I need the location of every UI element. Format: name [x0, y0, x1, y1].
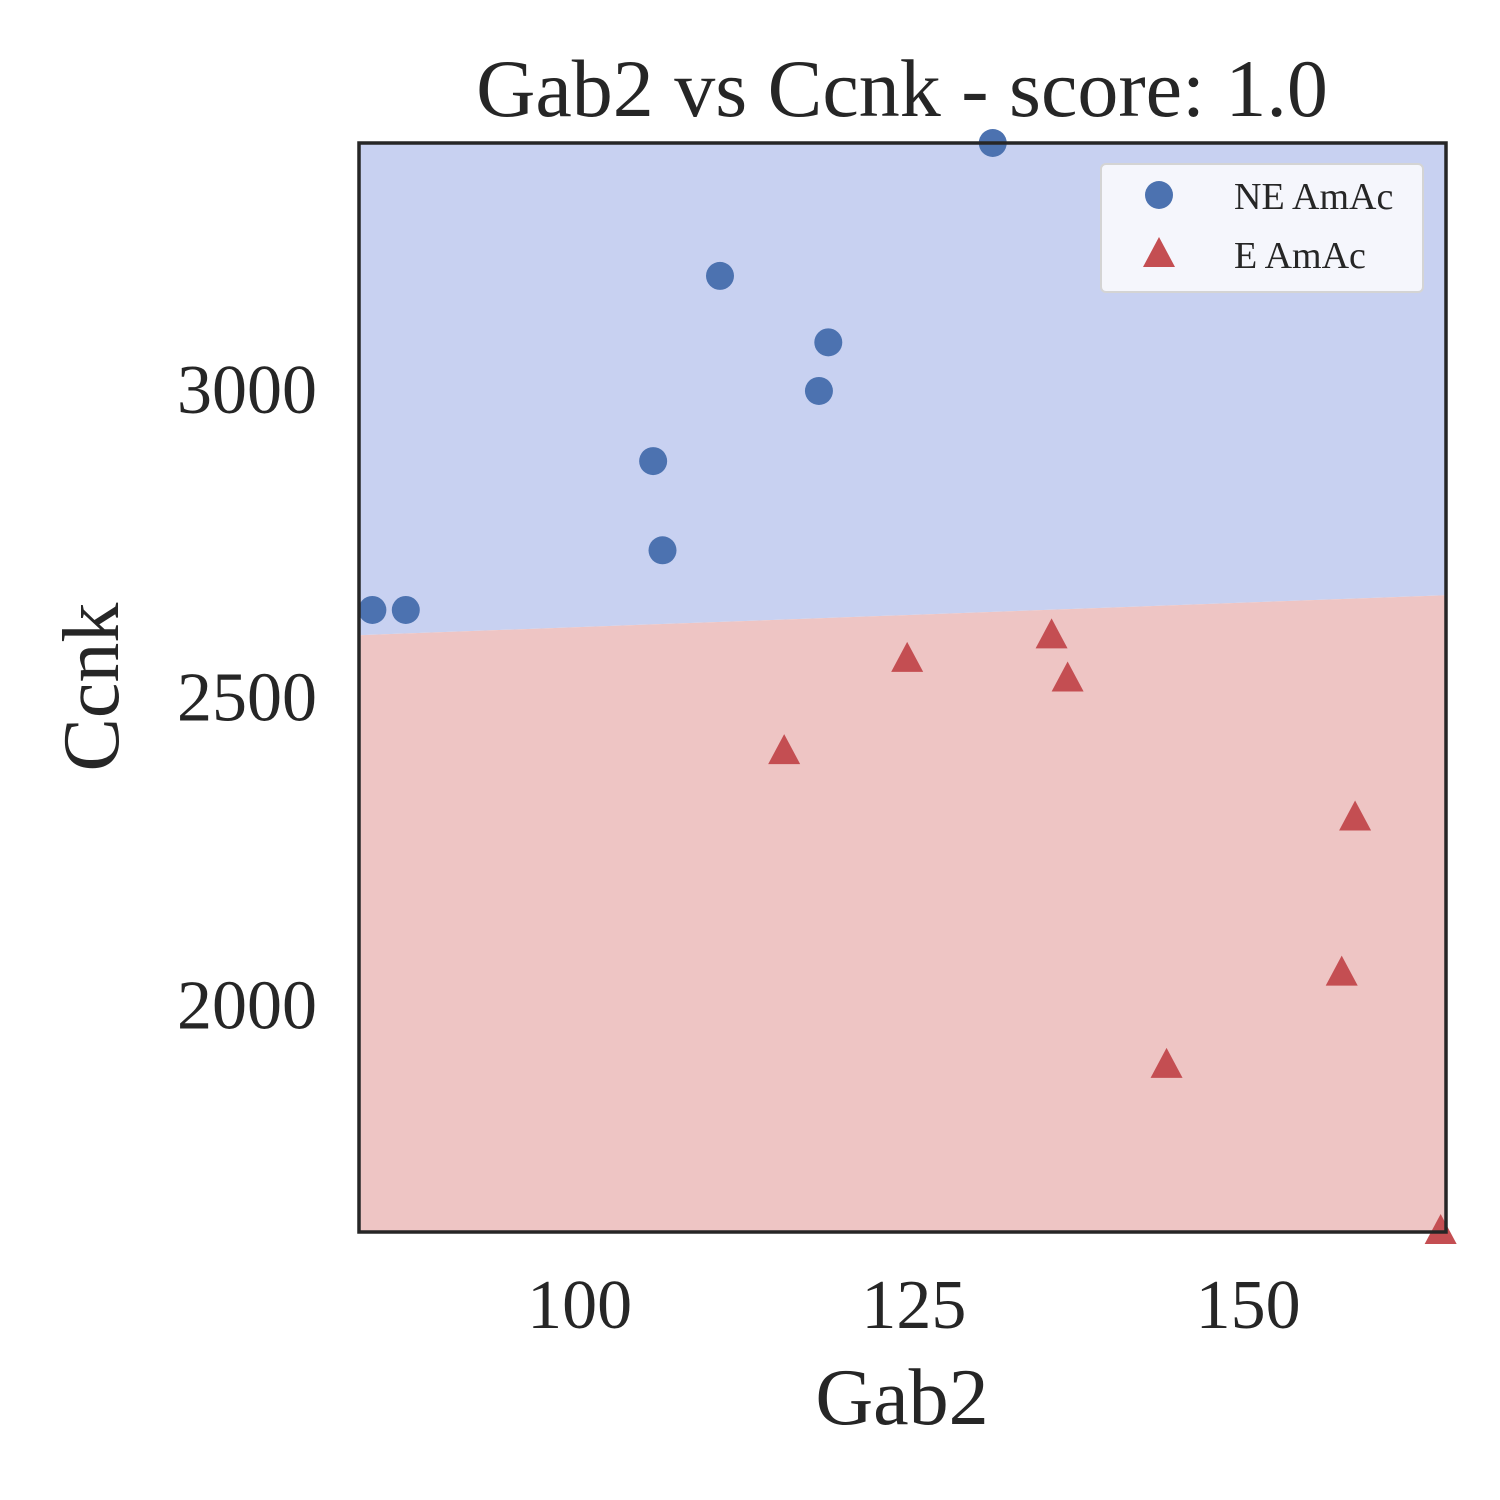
data-point-e-amac-1 [768, 734, 801, 765]
data-point-e-amac-4 [1051, 661, 1084, 692]
x-tick-label-150: 150 [1196, 1267, 1301, 1344]
legend-box [1100, 163, 1424, 293]
legend: NE AmAc E AmAc [1100, 163, 1424, 293]
x-tick-label-125: 125 [861, 1267, 966, 1344]
data-point-ne-amac-5 [705, 261, 734, 290]
legend-label-e-amac: E AmAc [1234, 235, 1366, 277]
plot-frame [357, 141, 1448, 1234]
y-axis-ticks: 2000 2500 3000 [177, 352, 317, 1044]
y-tick-label-2000: 2000 [177, 967, 317, 1044]
legend-marker-ne-amac [1145, 181, 1173, 209]
data-point-e-amac-2 [891, 641, 924, 672]
legend-marker-e-amac [1143, 237, 1175, 267]
chart-title: Gab2 vs Ccnk - score: 1.0 [476, 43, 1328, 134]
y-axis-label: Ccnk [48, 603, 136, 772]
data-point-e-amac-3 [1035, 618, 1068, 649]
legend-label-ne-amac: NE AmAc [1234, 176, 1393, 218]
data-point-ne-amac-7 [814, 328, 843, 357]
x-axis-label: Gab2 [815, 1354, 988, 1442]
region-e-amac [359, 595, 1446, 1232]
data-point-ne-amac-4 [648, 536, 677, 565]
data-point-e-amac-8 [1424, 1214, 1457, 1244]
x-tick-label-100: 100 [527, 1267, 632, 1344]
x-axis-ticks: 100 125 150 [527, 1267, 1301, 1344]
decision-regions [359, 143, 1446, 1232]
data-point-e-amac-6 [1325, 955, 1358, 986]
data-point-ne-amac-1 [358, 595, 387, 624]
data-point-ne-amac-3 [639, 447, 668, 476]
data-point-ne-amac-6 [804, 376, 833, 405]
data-point-e-amac-7 [1339, 800, 1372, 831]
y-tick-label-3000: 3000 [177, 352, 317, 429]
y-tick-label-2500: 2500 [177, 660, 317, 737]
data-point-ne-amac-2 [391, 595, 420, 624]
data-point-e-amac-5 [1150, 1047, 1183, 1078]
